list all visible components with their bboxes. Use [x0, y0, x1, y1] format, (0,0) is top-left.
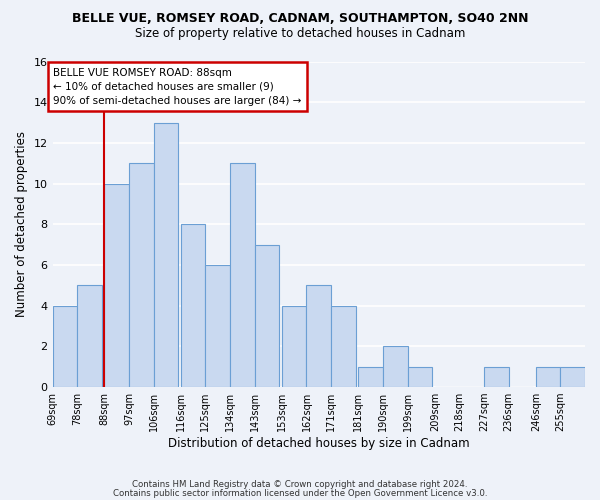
Bar [407, 366, 432, 387]
Text: Size of property relative to detached houses in Cadnam: Size of property relative to detached ho… [135, 28, 465, 40]
Text: Contains HM Land Registry data © Crown copyright and database right 2024.: Contains HM Land Registry data © Crown c… [132, 480, 468, 489]
Bar [484, 366, 509, 387]
Bar [104, 184, 129, 387]
Bar [358, 366, 383, 387]
Bar [307, 286, 331, 387]
Bar [536, 366, 560, 387]
Bar [205, 265, 230, 387]
Text: BELLE VUE, ROMSEY ROAD, CADNAM, SOUTHAMPTON, SO40 2NN: BELLE VUE, ROMSEY ROAD, CADNAM, SOUTHAMP… [72, 12, 528, 26]
Bar [230, 163, 254, 387]
Bar [77, 286, 101, 387]
Y-axis label: Number of detached properties: Number of detached properties [15, 132, 28, 318]
X-axis label: Distribution of detached houses by size in Cadnam: Distribution of detached houses by size … [168, 437, 470, 450]
Text: BELLE VUE ROMSEY ROAD: 88sqm
← 10% of detached houses are smaller (9)
90% of sem: BELLE VUE ROMSEY ROAD: 88sqm ← 10% of de… [53, 68, 302, 106]
Bar [53, 306, 77, 387]
Bar [181, 224, 205, 387]
Bar [383, 346, 407, 387]
Bar [154, 122, 178, 387]
Text: Contains public sector information licensed under the Open Government Licence v3: Contains public sector information licen… [113, 488, 487, 498]
Bar [282, 306, 307, 387]
Bar [254, 244, 279, 387]
Bar [331, 306, 356, 387]
Bar [560, 366, 585, 387]
Bar [129, 163, 154, 387]
